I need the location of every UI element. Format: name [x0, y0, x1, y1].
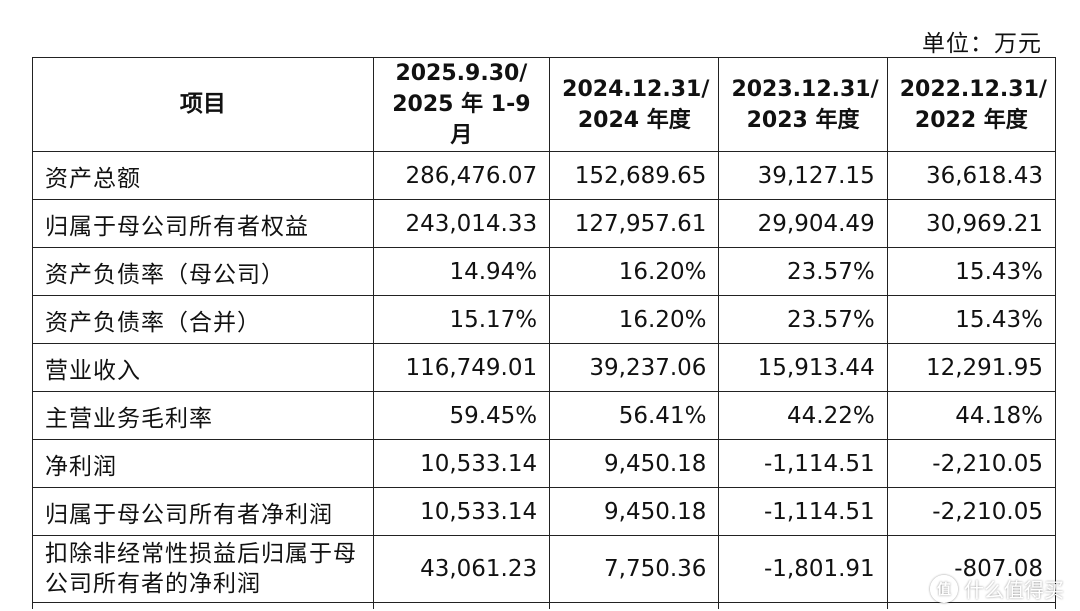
- cell-value: 16.20%: [549, 247, 720, 296]
- row-label: 扣除非经常性损益后归属于母公司所有者的净利润: [32, 535, 374, 603]
- cell-value: 56.41%: [549, 391, 720, 440]
- cell-value: 16.20%: [549, 295, 720, 344]
- header-col-2023: 2023.12.31/ 2023 年度: [718, 57, 888, 152]
- cell-value: 43,061.23: [372, 535, 551, 603]
- zhi-logo-icon: 值: [930, 574, 958, 603]
- cell-value: 10,533.14: [372, 487, 551, 536]
- cell-value: 12,291.95: [886, 343, 1057, 392]
- cell-value: 10,533.14: [372, 439, 551, 488]
- header-item: 项目: [32, 57, 374, 152]
- row-label: 资产负债率（母公司）: [32, 247, 374, 296]
- table-row: 资产负债率（合并） 15.17% 16.20% 23.57% 15.43%: [32, 295, 1057, 344]
- cell-value: -1,114.51: [718, 439, 888, 488]
- cell-value: 30,969.21: [886, 199, 1057, 248]
- header-col-2025: 2025.9.30/ 2025 年 1-9 月: [372, 57, 551, 152]
- cell-value: -1,114.51: [718, 487, 888, 536]
- cell-value: 14.94%: [372, 247, 551, 296]
- header-col-period: 2024 年度: [577, 107, 691, 133]
- cell-value: -2,210.05: [886, 439, 1057, 488]
- header-col-period: 2023 年度: [746, 107, 860, 133]
- row-label: 归属于母公司所有者净利润: [32, 487, 374, 536]
- watermark-text: 什么值得买: [964, 578, 1064, 602]
- header-col-date: 2023.12.31/: [731, 76, 879, 102]
- cell-value: -1,801.91: [718, 535, 888, 603]
- header-col-date: 2025.9.30/: [395, 61, 528, 86]
- cell-value: 36,618.43: [886, 151, 1057, 200]
- cell-value: 23.57%: [718, 247, 888, 296]
- cell-value: 15.17%: [372, 295, 551, 344]
- cell-empty: [372, 602, 551, 609]
- cell-value: 127,957.61: [549, 199, 720, 248]
- table-row-cut-off: [32, 602, 1057, 609]
- cell-value: 15.43%: [886, 247, 1057, 296]
- table-row: 资产负债率（母公司） 14.94% 16.20% 23.57% 15.43%: [32, 247, 1057, 296]
- unit-label: 单位：万元: [922, 31, 1042, 57]
- header-col-date: 2022.12.31/: [899, 76, 1047, 102]
- cell-value: 9,450.18: [549, 487, 720, 536]
- cell-value: 116,749.01: [372, 343, 551, 392]
- header-col-period: 2022 年度: [914, 107, 1028, 133]
- table-row: 净利润 10,533.14 9,450.18 -1,114.51 -2,210.…: [32, 439, 1057, 488]
- cell-value: 44.22%: [718, 391, 888, 440]
- row-label: 归属于母公司所有者权益: [32, 199, 374, 248]
- header-col-2024: 2024.12.31/ 2024 年度: [549, 57, 720, 152]
- watermark: 值 什么值得买: [930, 574, 1064, 603]
- cell-value: -2,210.05: [886, 487, 1057, 536]
- row-label: 资产总额: [32, 151, 374, 200]
- cell-value: 23.57%: [718, 295, 888, 344]
- row-label: 主营业务毛利率: [32, 391, 374, 440]
- header-col-period: 2025 年 1-9 月: [392, 92, 531, 148]
- cell-empty: [886, 602, 1057, 609]
- cell-empty: [32, 602, 374, 609]
- header-col-2022: 2022.12.31/ 2022 年度: [886, 57, 1057, 152]
- table-row: 营业收入 116,749.01 39,237.06 15,913.44 12,2…: [32, 343, 1057, 392]
- table-row: 资产总额 286,476.07 152,689.65 39,127.15 36,…: [32, 151, 1057, 200]
- cell-value: 286,476.07: [372, 151, 551, 200]
- row-label: 净利润: [32, 439, 374, 488]
- cell-value: 39,127.15: [718, 151, 888, 200]
- cell-value: 9,450.18: [549, 439, 720, 488]
- table-row: 扣除非经常性损益后归属于母公司所有者的净利润 43,061.23 7,750.3…: [32, 535, 1057, 603]
- cell-value: -807.08: [886, 535, 1057, 603]
- cell-value: 7,750.36: [549, 535, 720, 603]
- cell-value: 29,904.49: [718, 199, 888, 248]
- cell-value: 59.45%: [372, 391, 551, 440]
- cell-value: 39,237.06: [549, 343, 720, 392]
- cell-value: 152,689.65: [549, 151, 720, 200]
- cell-value: 44.18%: [886, 391, 1057, 440]
- row-label: 资产负债率（合并）: [32, 295, 374, 344]
- header-col-date: 2024.12.31/: [562, 76, 710, 102]
- row-label: 营业收入: [32, 343, 374, 392]
- cell-empty: [718, 602, 888, 609]
- cell-value: 15.43%: [886, 295, 1057, 344]
- table-row: 归属于母公司所有者权益 243,014.33 127,957.61 29,904…: [32, 199, 1057, 248]
- table-row: 归属于母公司所有者净利润 10,533.14 9,450.18 -1,114.5…: [32, 487, 1057, 536]
- table-row: 主营业务毛利率 59.45% 56.41% 44.22% 44.18%: [32, 391, 1057, 440]
- cell-value: 243,014.33: [372, 199, 551, 248]
- table-header-row: 项目 2025.9.30/ 2025 年 1-9 月 2024.12.31/ 2…: [32, 57, 1057, 152]
- cell-empty: [549, 602, 720, 609]
- cell-value: 15,913.44: [718, 343, 888, 392]
- financial-table: 项目 2025.9.30/ 2025 年 1-9 月 2024.12.31/ 2…: [32, 57, 1057, 609]
